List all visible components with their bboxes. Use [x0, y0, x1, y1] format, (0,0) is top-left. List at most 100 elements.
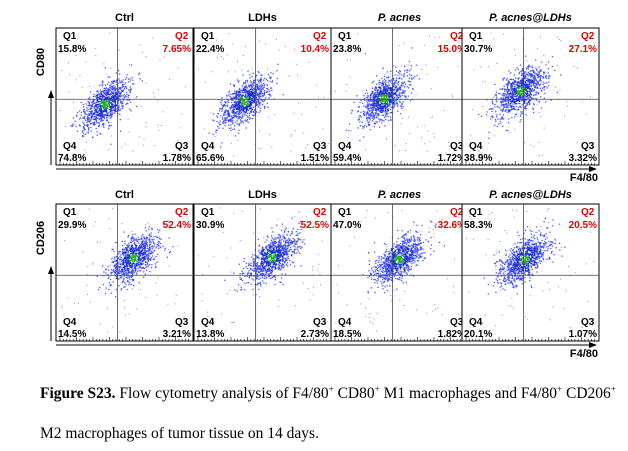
- event-dot: [515, 91, 517, 93]
- event-dot: [378, 118, 380, 120]
- event-dot: [367, 104, 369, 106]
- event-dot: [267, 79, 269, 82]
- event-dot: [236, 94, 238, 96]
- event-dot: [110, 135, 112, 137]
- event-dot: [538, 71, 540, 73]
- event-dot: [92, 121, 94, 124]
- event-dot: [534, 72, 536, 74]
- event-dot: [220, 56, 222, 57]
- event-dot: [515, 102, 518, 105]
- event-dot: [531, 74, 533, 76]
- event-dot: [130, 250, 132, 252]
- event-dot: [357, 111, 359, 113]
- event-dot: [376, 91, 378, 93]
- event-dot: [220, 115, 222, 117]
- event-dot: [140, 267, 143, 269]
- event-dot: [97, 103, 100, 106]
- event-dot: [115, 296, 117, 298]
- event-dot: [125, 82, 127, 84]
- event-dot: [253, 92, 255, 94]
- event-dot: [380, 101, 382, 103]
- event-dot: [394, 93, 396, 95]
- event-dot: [235, 91, 237, 93]
- event-dot: [102, 100, 104, 102]
- event-dot: [134, 250, 136, 252]
- event-dot: [514, 55, 516, 57]
- quadrant-name: Q4: [338, 141, 352, 152]
- event-dot: [501, 109, 503, 112]
- event-dot: [510, 106, 513, 109]
- event-dot: [90, 119, 92, 121]
- event-dot: [514, 100, 516, 102]
- event-dot: [104, 90, 106, 92]
- event-dot: [240, 103, 243, 106]
- event-dot: [380, 90, 383, 92]
- event-dot: [530, 93, 532, 96]
- event-dot: [364, 124, 366, 126]
- event-dot: [110, 283, 112, 286]
- event-dot: [505, 89, 507, 91]
- event-dot: [518, 96, 520, 98]
- event-dot: [350, 130, 352, 132]
- event-dot: [517, 82, 519, 84]
- event-dot: [125, 283, 127, 285]
- event-dot: [388, 99, 390, 101]
- event-dot: [365, 117, 368, 119]
- event-dot: [118, 78, 120, 80]
- event-dot: [132, 268, 134, 270]
- event-dot: [130, 259, 132, 262]
- event-dot: [129, 108, 131, 110]
- event-dot: [129, 275, 131, 277]
- event-dot: [529, 74, 531, 77]
- event-dot: [115, 267, 117, 269]
- event-dot: [386, 85, 388, 87]
- event-dot: [87, 114, 89, 117]
- event-dot: [381, 119, 383, 121]
- event-dot: [508, 82, 510, 84]
- event-dot: [510, 83, 512, 85]
- event-dot: [504, 100, 506, 103]
- event-dot: [132, 150, 134, 152]
- event-dot: [238, 113, 240, 115]
- event-dot: [249, 93, 251, 95]
- event-dot: [383, 103, 386, 105]
- event-dot: [531, 65, 533, 67]
- event-dot: [356, 95, 358, 97]
- event-dot: [391, 92, 393, 94]
- event-dot: [243, 94, 245, 96]
- event-dot: [385, 114, 387, 116]
- event-dot: [252, 106, 255, 108]
- event-dot: [97, 121, 99, 124]
- event-dot: [535, 72, 537, 75]
- event-dot: [132, 253, 134, 255]
- quadrant-name: Q1: [63, 31, 77, 42]
- event-dot: [224, 118, 226, 121]
- event-dot: [271, 146, 273, 148]
- event-dot: [245, 108, 247, 110]
- event-dot: [504, 93, 506, 95]
- event-dot: [507, 105, 509, 107]
- y-axis-label: CD206: [35, 221, 47, 255]
- event-dot: [97, 94, 99, 96]
- event-dot: [260, 86, 262, 88]
- event-dot: [133, 240, 135, 242]
- event-dot: [531, 75, 533, 77]
- event-dot: [111, 107, 113, 109]
- event-dot: [510, 103, 512, 105]
- event-dot: [366, 118, 368, 120]
- event-dot: [373, 97, 375, 99]
- event-dot: [212, 133, 214, 136]
- event-dot: [237, 93, 239, 95]
- event-dot: [244, 81, 246, 83]
- event-dot: [108, 103, 110, 105]
- event-dot: [366, 111, 369, 113]
- event-dot: [380, 106, 382, 109]
- event-dot: [133, 252, 135, 254]
- event-dot: [125, 256, 127, 258]
- event-dot: [238, 129, 240, 131]
- event-dot: [389, 81, 391, 83]
- event-dot: [104, 67, 106, 69]
- event-dot: [117, 82, 119, 84]
- event-dot: [396, 90, 398, 92]
- event-dot: [525, 77, 527, 80]
